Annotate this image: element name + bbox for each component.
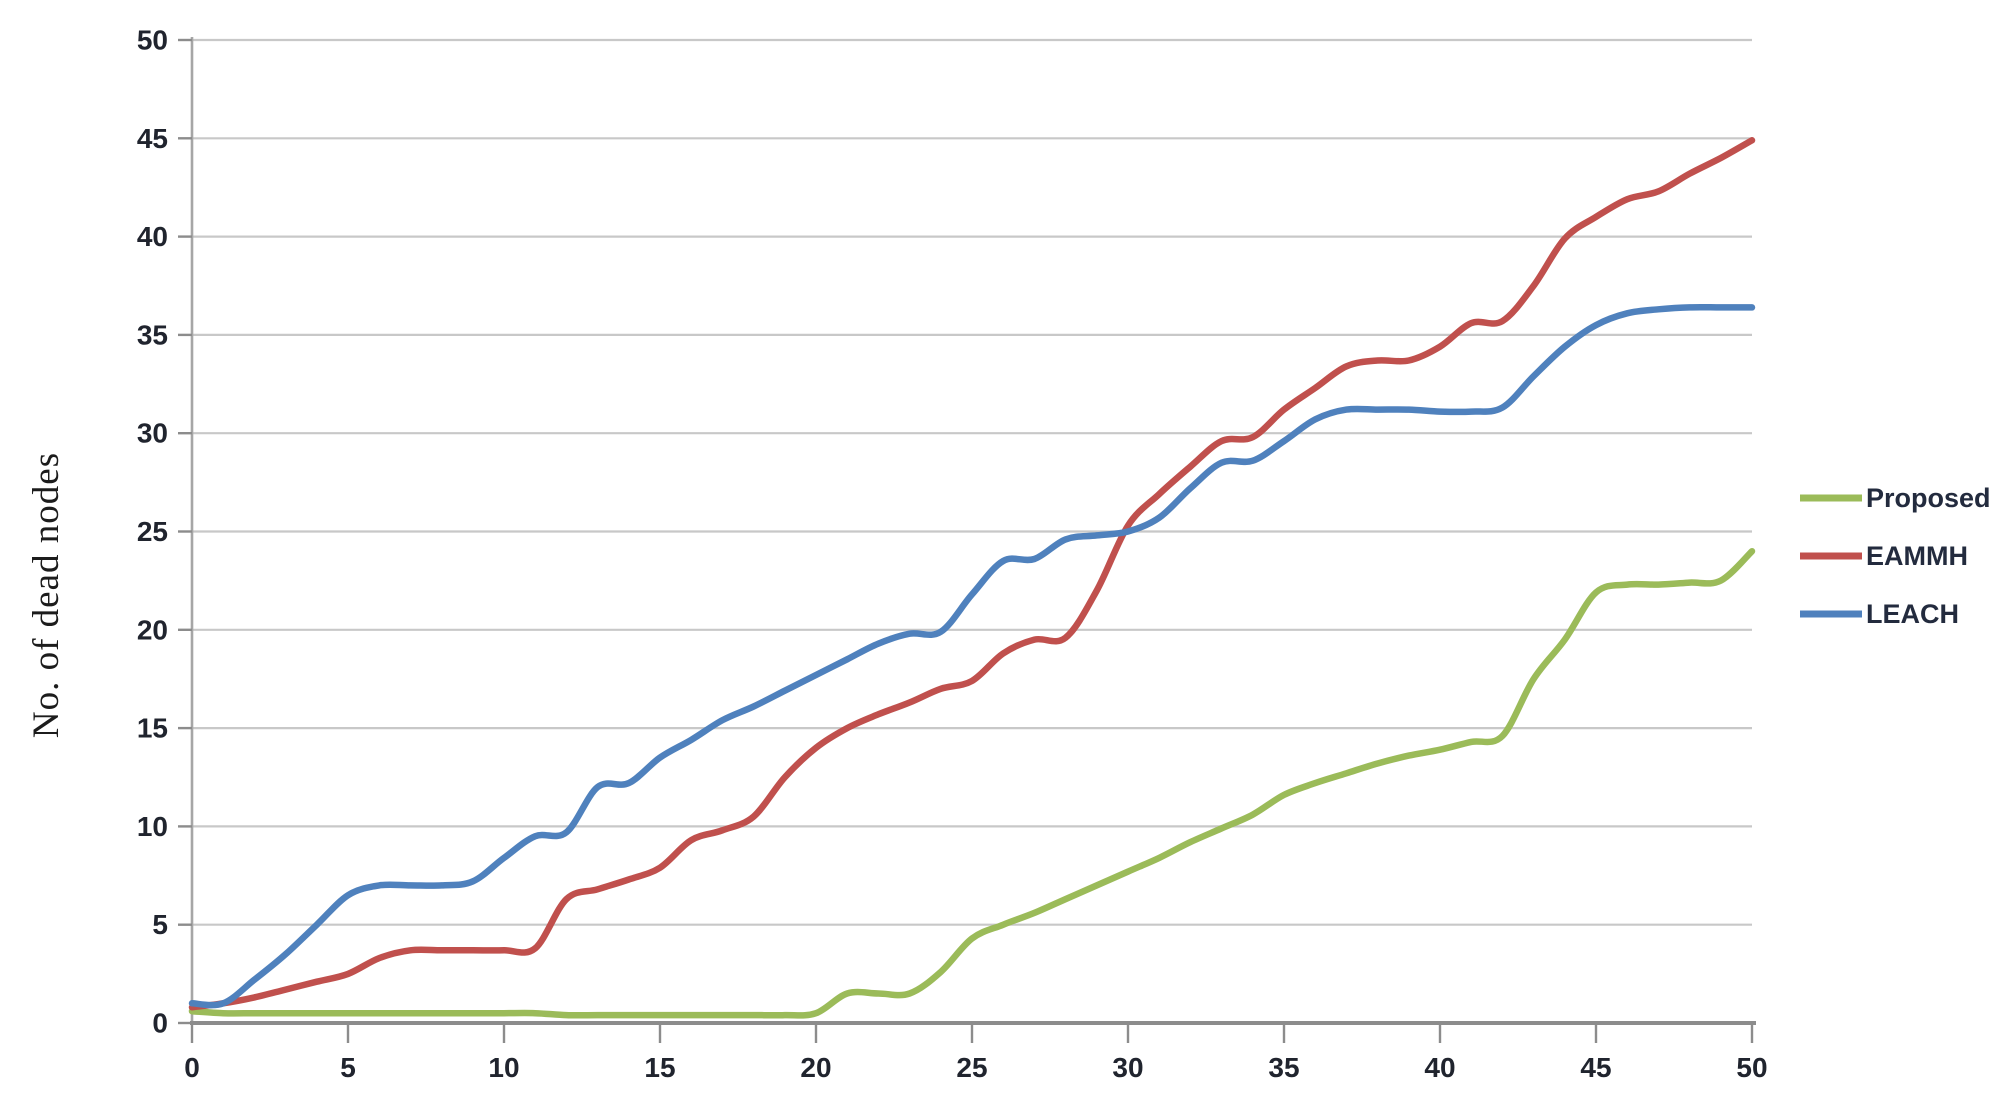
legend-item-leach: LEACH: [1800, 599, 1959, 629]
x-tick-label: 5: [340, 1052, 356, 1083]
y-tick-label: 0: [152, 1008, 168, 1039]
legend-label-leach: LEACH: [1866, 599, 1959, 629]
y-tick-label: 30: [137, 418, 168, 449]
series-line-proposed: [188, 547, 1756, 1019]
y-tick-label: 40: [137, 221, 168, 252]
y-tick-label: 35: [137, 319, 168, 350]
x-tick-label: 25: [956, 1052, 987, 1083]
x-tick-label: 20: [800, 1052, 831, 1083]
y-axis-title: No. of dead nodes: [26, 452, 67, 738]
y-tick-label: 50: [137, 25, 168, 56]
series-layer: [188, 137, 1756, 1019]
x-tick-label: 40: [1424, 1052, 1455, 1083]
x-tick-label: 30: [1112, 1052, 1143, 1083]
y-tick-label: 45: [137, 123, 168, 154]
y-tick-label: 25: [137, 516, 168, 547]
y-tick-label: 20: [137, 614, 168, 645]
legend-label-proposed: Proposed: [1866, 483, 1991, 513]
legend-label-eammh: EAMMH: [1866, 541, 1968, 571]
x-tick-label: 10: [488, 1052, 519, 1083]
y-tick-label: 5: [152, 909, 168, 940]
series-line-leach: [188, 303, 1756, 1009]
legend: Proposed EAMMH LEACH: [1800, 483, 1991, 629]
series-line-eammh: [188, 137, 1756, 1011]
x-tick-label: 35: [1268, 1052, 1299, 1083]
x-tick-label: 15: [644, 1052, 675, 1083]
x-tick-label: 45: [1580, 1052, 1611, 1083]
y-tick-label: 15: [137, 713, 168, 744]
legend-item-eammh: EAMMH: [1800, 541, 1968, 571]
grid-layer: 0 5 10 15 20 25 30 35 40 45 50 0 5 10 15 20 25 30 35 40 45 50: [137, 25, 1768, 1084]
legend-item-proposed: Proposed: [1800, 483, 1991, 513]
x-tick-label: 50: [1736, 1052, 1767, 1083]
y-tick-label: 10: [137, 811, 168, 842]
x-tick-label: 0: [184, 1052, 200, 1083]
